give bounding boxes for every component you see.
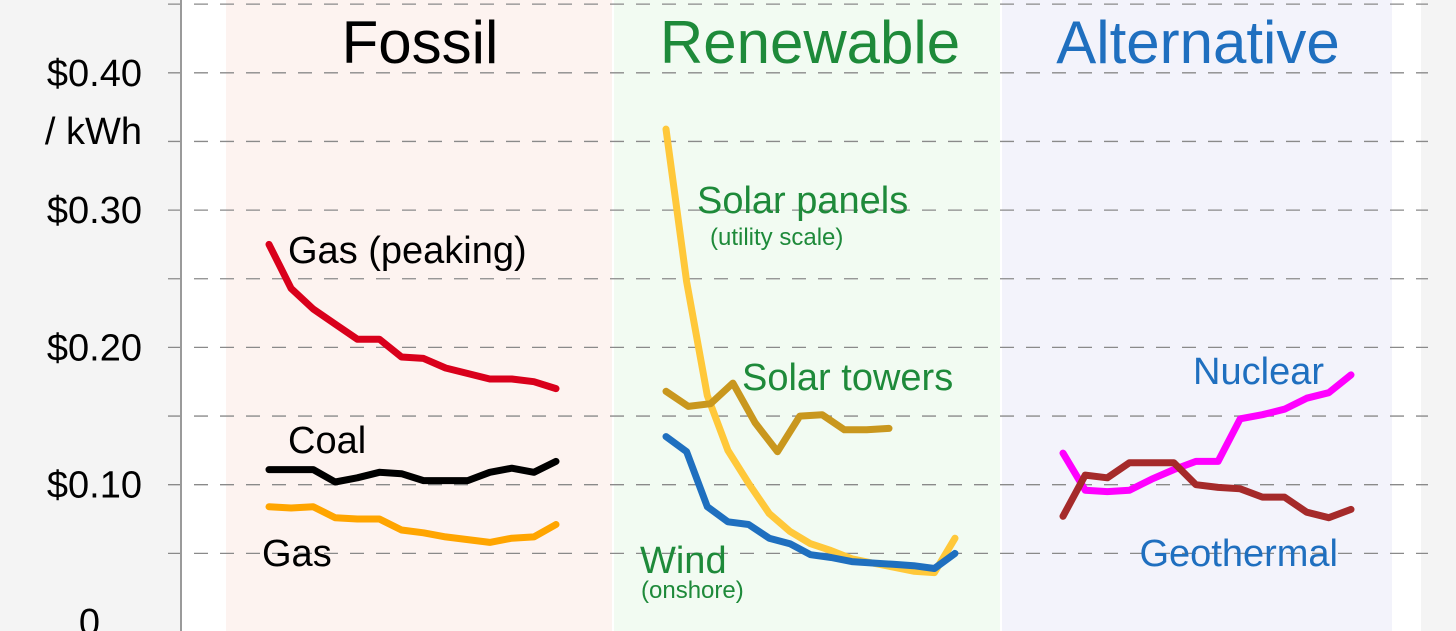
series-label-gas: Gas [262, 533, 332, 575]
series-label-gas-peaking: Gas (peaking) [288, 230, 527, 272]
y-tick-label: 0 [79, 602, 100, 631]
series-labels: Gas (peaking) Coal Gas Solar panels(utility… [262, 180, 1338, 604]
series-sublabel-wind: (onshore) [641, 577, 744, 604]
group-titles: Fossil Renewable Alternative [342, 9, 1340, 76]
series-line-gas [265, 503, 560, 546]
series-label-nuclear: Nuclear [1193, 351, 1324, 393]
group-bands [226, 0, 1392, 631]
group-title-fossil: Fossil [342, 9, 499, 76]
series-lines [265, 125, 1355, 577]
y-tick-label: $0.40 [47, 53, 142, 95]
group-title-alternative: Alternative [1056, 9, 1339, 76]
series-line-wind [662, 433, 959, 572]
series-label-solar-towers: Solar towers [742, 357, 953, 399]
series-label-wind: Wind [640, 540, 727, 582]
series-line-gas-peaking [265, 240, 560, 393]
y-tick-label: $0.30 [47, 190, 142, 232]
series-sublabel-solar-panels: (utility scale) [710, 224, 843, 251]
y-tick-labels: 0 $0.10 $0.20 $0.30 $0.40 [47, 53, 142, 631]
y-unit-label: / kWh [45, 111, 142, 153]
series-line-coal [265, 457, 560, 486]
band-alternative [1002, 0, 1392, 631]
series-line-nuclear [1059, 371, 1355, 496]
series-label-solar-panels: Solar panels [697, 180, 908, 222]
group-title-renewable: Renewable [660, 9, 960, 76]
series-line-geothermal [1059, 459, 1355, 522]
series-label-coal: Coal [288, 420, 366, 462]
series-line-solar-panels [662, 125, 959, 577]
series-label-geothermal: Geothermal [1139, 533, 1338, 575]
band-renewable [614, 0, 1000, 631]
series-line-solar-towers [662, 379, 893, 456]
y-tick-label: $0.10 [47, 465, 142, 507]
y-tick-label: $0.20 [47, 327, 142, 369]
